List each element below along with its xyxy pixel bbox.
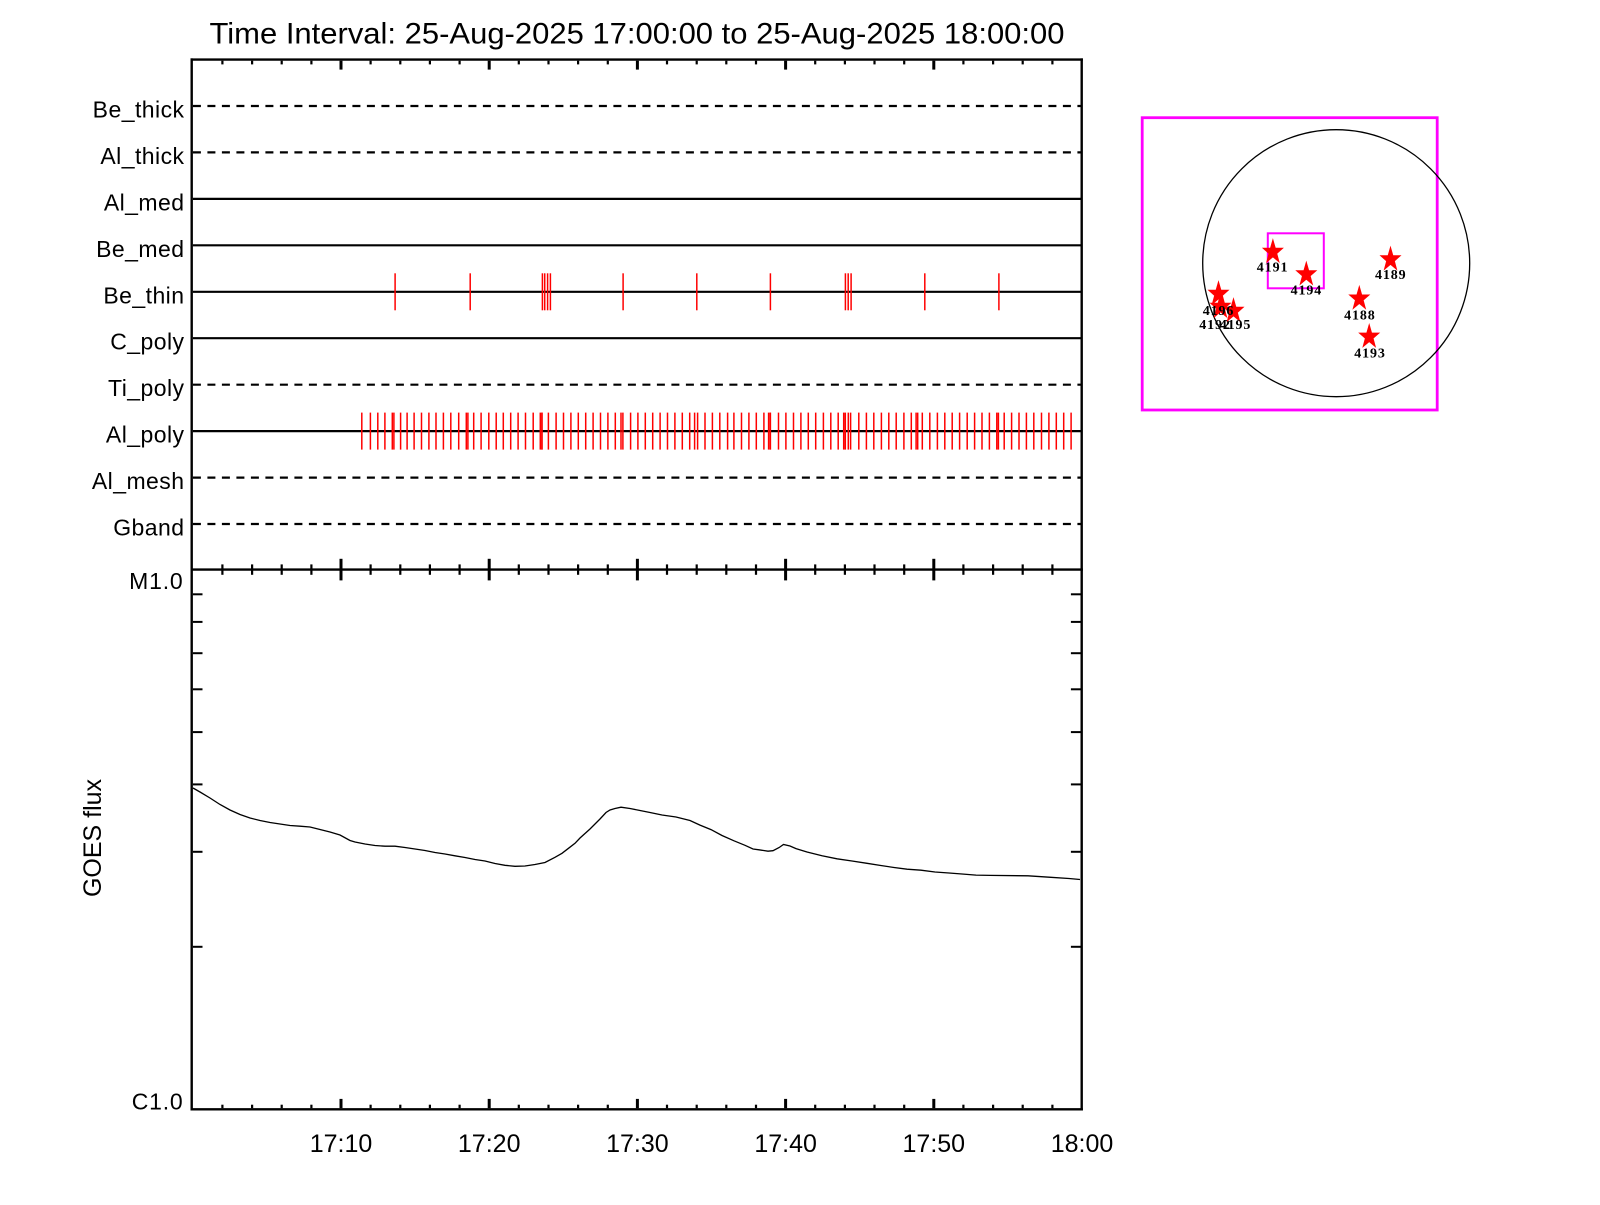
svg-text:17:50: 17:50 [903, 1130, 966, 1158]
svg-text:4189: 4189 [1375, 268, 1407, 283]
svg-text:Time Interval: 25-Aug-2025 17:: Time Interval: 25-Aug-2025 17:00:00 to 2… [210, 18, 1065, 51]
svg-text:4193: 4193 [1354, 346, 1386, 361]
svg-text:Be_thick: Be_thick [93, 97, 185, 123]
svg-text:17:20: 17:20 [458, 1130, 521, 1158]
svg-text:C1.0: C1.0 [132, 1089, 184, 1115]
svg-text:Al_poly: Al_poly [106, 422, 185, 448]
svg-text:4196: 4196 [1203, 304, 1235, 319]
svg-text:GOES flux: GOES flux [79, 778, 107, 897]
svg-text:4188: 4188 [1344, 308, 1376, 323]
svg-text:Be_thin: Be_thin [103, 282, 184, 308]
svg-text:Ti_poly: Ti_poly [108, 375, 184, 401]
svg-text:17:10: 17:10 [310, 1130, 373, 1158]
svg-text:Gband: Gband [113, 515, 184, 541]
svg-text:M1.0: M1.0 [129, 568, 183, 594]
svg-text:Be_med: Be_med [96, 236, 184, 262]
svg-text:17:30: 17:30 [606, 1130, 669, 1158]
svg-text:4192: 4192 [1199, 318, 1231, 333]
svg-text:4191: 4191 [1257, 261, 1289, 276]
svg-text:Al_med: Al_med [104, 189, 185, 215]
svg-text:4194: 4194 [1291, 283, 1323, 298]
svg-text:4195: 4195 [1220, 318, 1252, 333]
svg-text:17:40: 17:40 [754, 1130, 817, 1158]
svg-text:18:00: 18:00 [1051, 1130, 1114, 1158]
svg-text:Al_mesh: Al_mesh [92, 468, 185, 494]
svg-text:C_poly: C_poly [110, 329, 184, 355]
svg-text:Al_thick: Al_thick [100, 143, 184, 169]
